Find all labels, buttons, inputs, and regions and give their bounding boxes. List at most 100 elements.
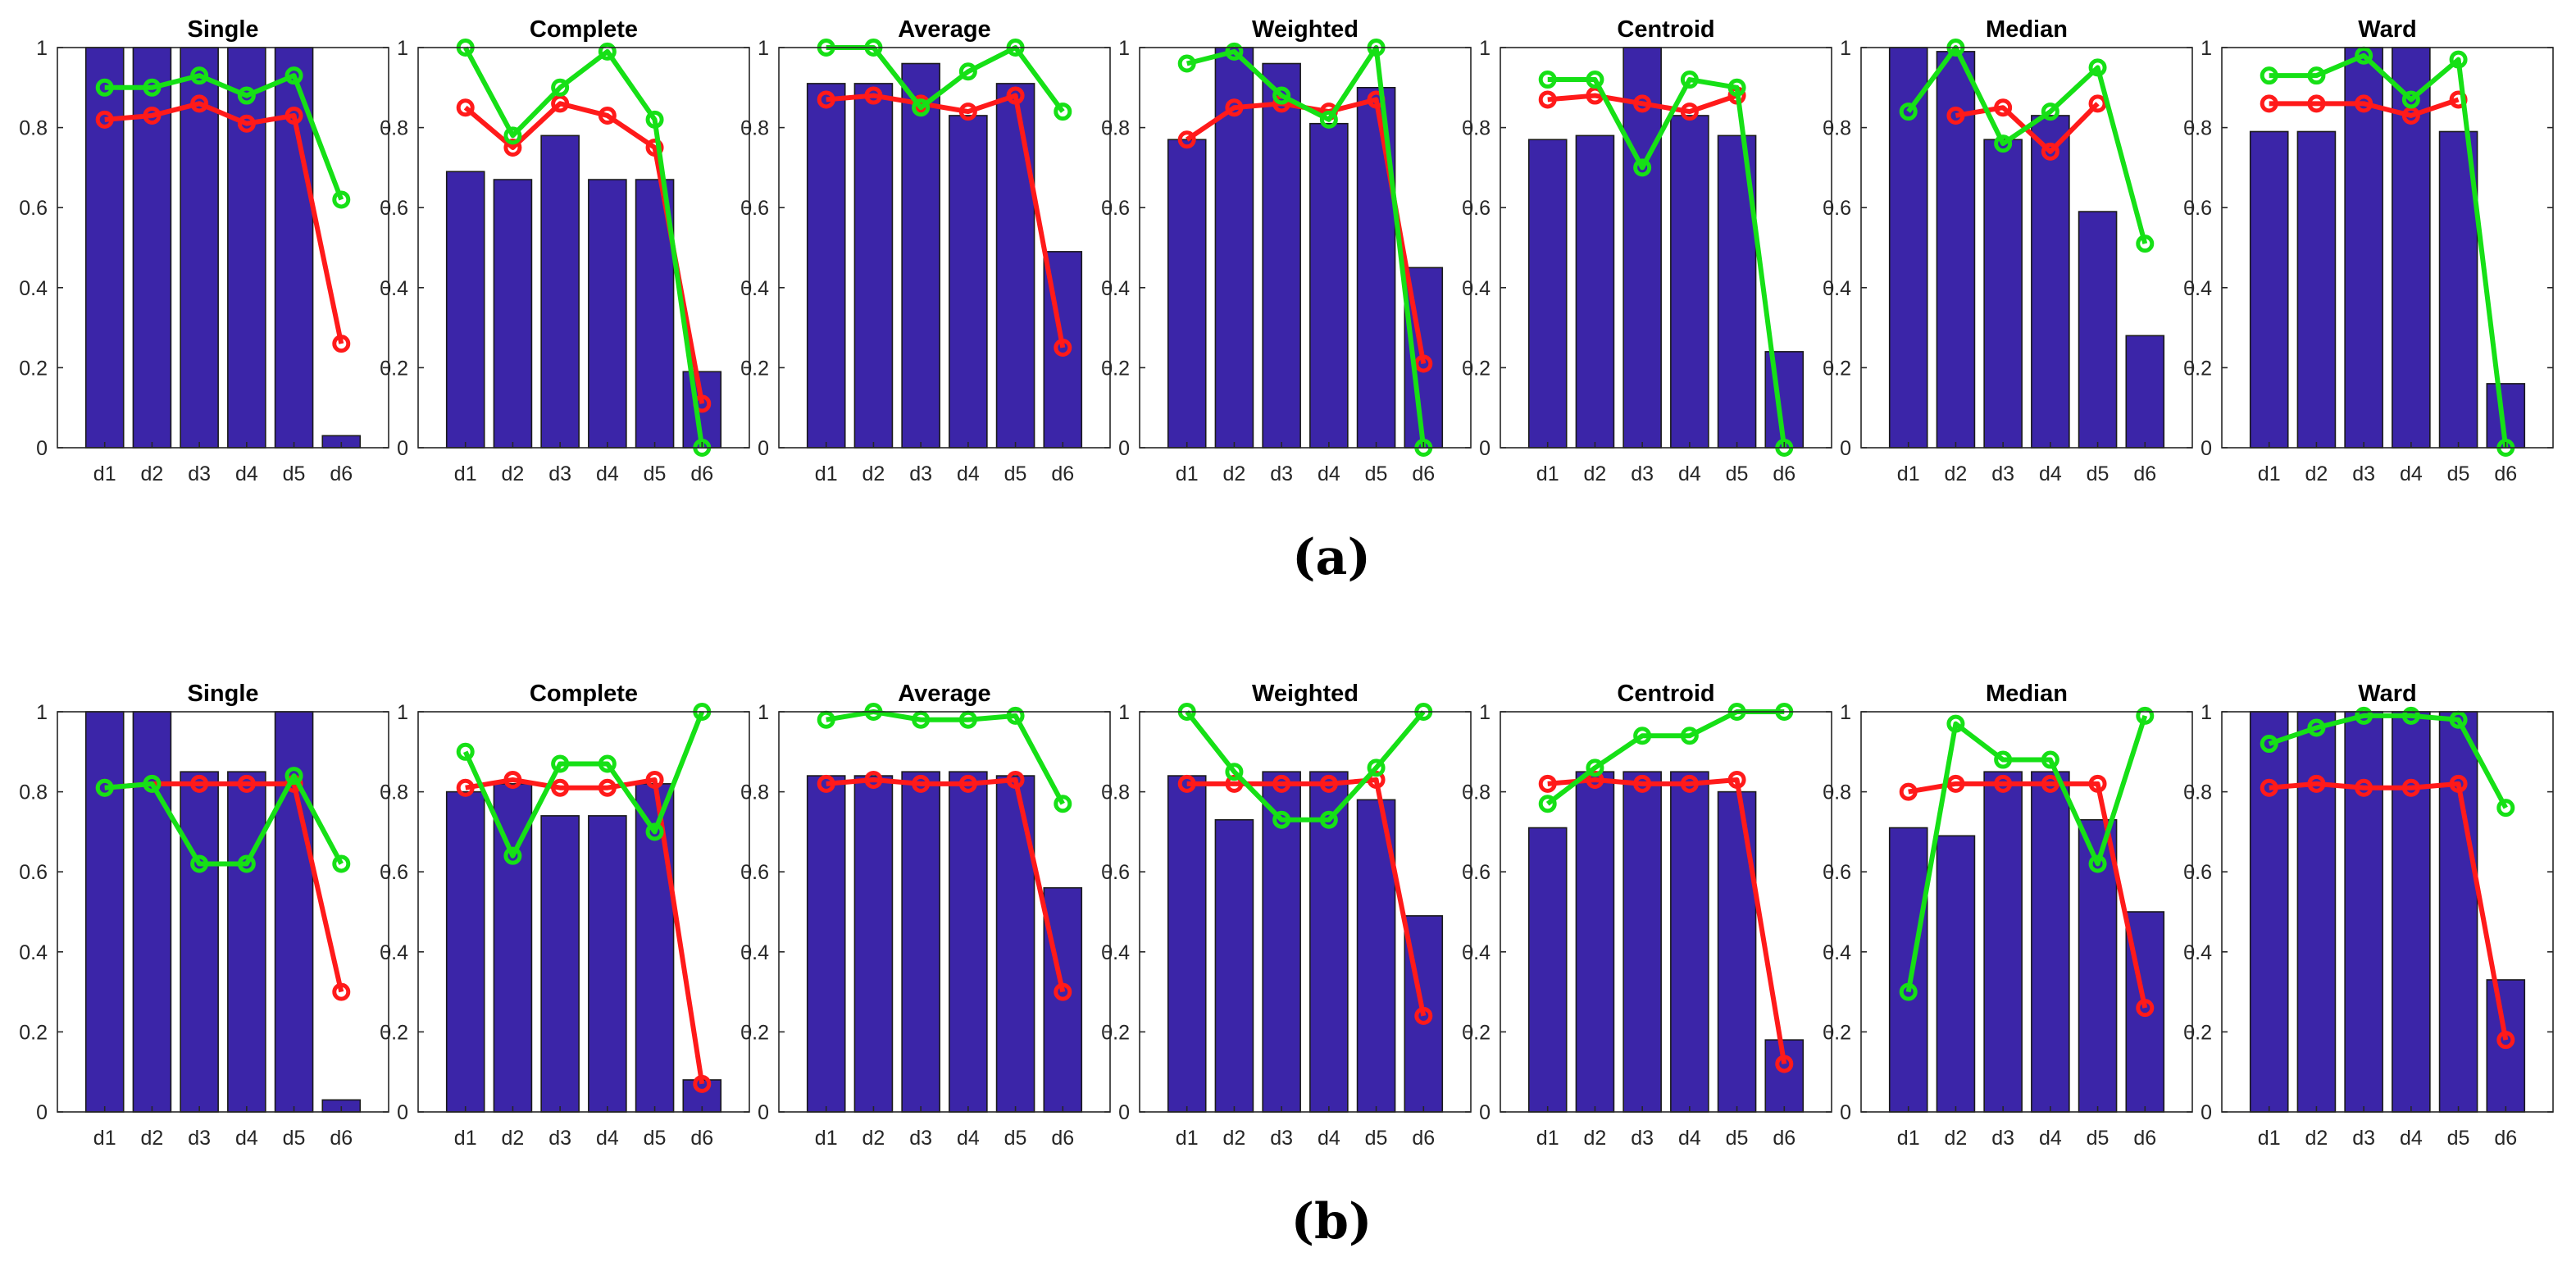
y-tick-label: 0.8 bbox=[380, 117, 408, 140]
y-tick-label: 0.2 bbox=[19, 357, 48, 380]
green-point-d5 bbox=[645, 110, 664, 129]
green-point-d6 bbox=[2496, 799, 2515, 818]
green-point-d6 bbox=[1054, 795, 1072, 813]
y-tick-label: 0.2 bbox=[380, 1021, 408, 1044]
x-tick-label: d1 bbox=[454, 462, 477, 485]
bar-d5 bbox=[995, 83, 1035, 449]
panel-title: Weighted bbox=[1252, 16, 1359, 43]
red-point-d4 bbox=[2401, 778, 2420, 797]
panel-title: Median bbox=[1986, 681, 2068, 707]
x-tick-label: d4 bbox=[2400, 1127, 2423, 1150]
red-point-d1 bbox=[1177, 130, 1196, 149]
y-tick-label: 0.4 bbox=[19, 277, 48, 300]
red-point-d3 bbox=[2355, 94, 2373, 113]
x-tick-label: d6 bbox=[1412, 1127, 1435, 1150]
x-tick-label: d4 bbox=[2039, 462, 2062, 485]
green-point-d5 bbox=[1367, 758, 1386, 777]
bar-d3 bbox=[901, 62, 940, 449]
axes-box bbox=[417, 47, 750, 449]
red-point-d1 bbox=[2260, 778, 2278, 797]
axes-box bbox=[1860, 47, 2193, 449]
bar-d2 bbox=[853, 775, 894, 1113]
red-point-d3 bbox=[190, 774, 209, 793]
green-point-d4 bbox=[1680, 727, 1699, 745]
red-point-d4 bbox=[2041, 142, 2059, 161]
red-series-line bbox=[2269, 97, 2460, 118]
x-tick-label: d6 bbox=[1412, 462, 1435, 485]
x-tick-label: d5 bbox=[1365, 462, 1388, 485]
y-tick-label: 0.2 bbox=[1823, 357, 1851, 380]
green-point-d1 bbox=[817, 710, 835, 729]
x-tick-label: d2 bbox=[1584, 462, 1607, 485]
y-tick-label: 0.8 bbox=[1462, 117, 1491, 140]
green-point-d3 bbox=[551, 78, 570, 97]
green-point-d4 bbox=[2401, 706, 2420, 725]
y-tick-label: 1 bbox=[758, 37, 769, 60]
red-point-d2 bbox=[864, 86, 883, 105]
x-tick-label: d1 bbox=[815, 462, 838, 485]
panel-title: Complete bbox=[530, 681, 638, 707]
bar-d1 bbox=[806, 775, 846, 1113]
y-tick-label: 0.8 bbox=[1823, 781, 1851, 804]
x-tick-label: d3 bbox=[2352, 1127, 2375, 1150]
green-point-d1 bbox=[95, 778, 114, 797]
x-tick-label: d6 bbox=[330, 1127, 353, 1150]
bar-d1 bbox=[445, 790, 485, 1113]
y-tick-label: 1 bbox=[1840, 37, 1851, 60]
green-point-d6 bbox=[1054, 102, 1072, 121]
red-point-d4 bbox=[1319, 774, 1338, 793]
x-tick-label: d6 bbox=[690, 462, 713, 485]
bar-d4 bbox=[949, 115, 988, 449]
bar-d1 bbox=[2249, 711, 2289, 1113]
panel-centroid: Centroid d1 d2 d3 d4 d5 d6 0 0.2 0.4 0.6 0.8 1 bbox=[1462, 681, 1832, 1150]
bar-d1 bbox=[1527, 139, 1568, 449]
y-tick-label: 1 bbox=[2201, 37, 2212, 60]
panel-title: Weighted bbox=[1252, 681, 1359, 707]
x-tick-label: d3 bbox=[548, 1127, 571, 1150]
bar-d3 bbox=[1983, 139, 2023, 449]
bar-d2 bbox=[1936, 51, 1976, 449]
red-point-d4 bbox=[958, 102, 977, 121]
panel-title: Ward bbox=[2358, 681, 2416, 707]
green-point-d3 bbox=[1633, 727, 1652, 745]
x-tick-label: d3 bbox=[1270, 1127, 1293, 1150]
x-tick-label: d2 bbox=[1584, 1127, 1607, 1150]
bar-d3 bbox=[1262, 62, 1301, 449]
y-tick-label: 0.6 bbox=[2183, 197, 2212, 220]
x-tick-label: d2 bbox=[141, 1127, 164, 1150]
red-point-d6 bbox=[2136, 999, 2155, 1018]
y-tick-label: 0.8 bbox=[19, 781, 48, 804]
green-point-d4 bbox=[1680, 71, 1699, 89]
bar-d4 bbox=[1309, 122, 1349, 449]
panel-title: Centroid bbox=[1617, 16, 1714, 43]
bar-d5 bbox=[2438, 130, 2478, 449]
subfigure-caption: (b) bbox=[1291, 1193, 1372, 1250]
panel-title: Ward bbox=[2358, 16, 2416, 43]
x-tick-label: d2 bbox=[502, 1127, 525, 1150]
y-tick-label: 0.6 bbox=[1101, 861, 1130, 884]
x-tick-label: d2 bbox=[1945, 1127, 1968, 1150]
green-point-d5 bbox=[284, 66, 303, 85]
y-tick-label: 0.8 bbox=[1462, 781, 1491, 804]
green-point-d1 bbox=[1899, 102, 1918, 121]
panel-weighted: Weighted d1 d2 d3 d4 d5 d6 0 0.2 0.4 0.6 0.8 1 bbox=[1101, 16, 1472, 485]
y-tick-label: 0.8 bbox=[1101, 117, 1130, 140]
x-tick-label: d6 bbox=[2133, 462, 2156, 485]
panel-title: Centroid bbox=[1617, 681, 1714, 707]
green-point-d4 bbox=[2401, 90, 2420, 109]
bar-d5 bbox=[1717, 134, 1757, 449]
green-point-d1 bbox=[2260, 66, 2278, 85]
green-point-d2 bbox=[1225, 42, 1244, 61]
red-point-d6 bbox=[2496, 1031, 2515, 1050]
y-tick-label: 0.6 bbox=[1823, 197, 1851, 220]
panel-complete: Complete d1 d2 d3 d4 d5 d6 0 0.2 0.4 0.6 0.8 1 bbox=[380, 16, 750, 485]
x-tick-label: d6 bbox=[2494, 462, 2517, 485]
bar-d3 bbox=[901, 771, 940, 1113]
x-tick-label: d1 bbox=[454, 1127, 477, 1150]
red-point-d2 bbox=[143, 106, 162, 125]
red-point-d1 bbox=[817, 774, 835, 793]
bar-d2 bbox=[1575, 134, 1615, 449]
x-tick-label: d1 bbox=[1897, 1127, 1920, 1150]
bar-d2 bbox=[493, 179, 533, 449]
